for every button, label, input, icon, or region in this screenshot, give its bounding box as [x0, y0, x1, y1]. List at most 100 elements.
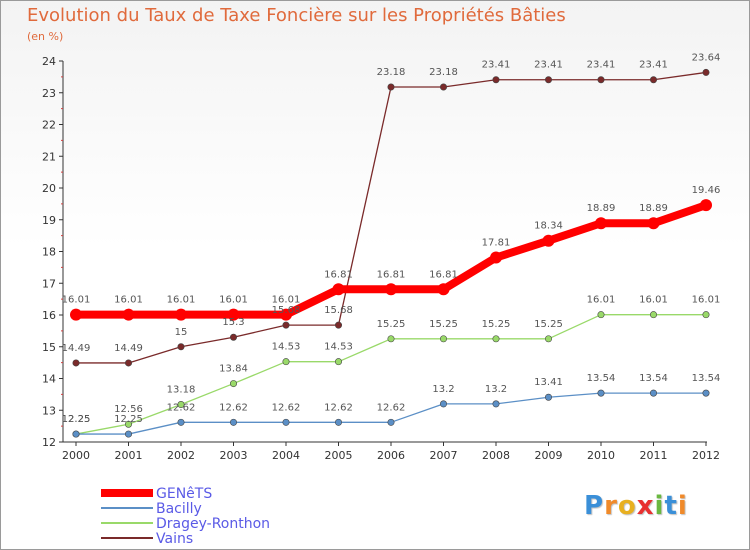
data-label: 16.01 [219, 295, 248, 306]
data-label: 16.01 [114, 295, 143, 306]
data-point [387, 83, 395, 91]
x-tick-label: 2004 [272, 449, 300, 462]
series-line-1 [76, 392, 706, 435]
data-point [597, 389, 605, 397]
y-tick-label: 17 [42, 277, 56, 290]
data-label: 15.25 [377, 319, 406, 330]
data-label: 12.62 [219, 402, 248, 413]
data-point [72, 359, 80, 367]
x-tick-label: 2003 [220, 449, 248, 462]
logo-letter: t [664, 491, 678, 521]
data-point [334, 358, 342, 366]
x-tick-label: 2007 [430, 449, 458, 462]
data-label: 12.25 [114, 414, 143, 425]
data-point [122, 308, 135, 321]
data-point [334, 418, 342, 426]
x-tick-label: 2012 [692, 449, 720, 462]
y-tick-label: 18 [42, 246, 56, 259]
data-point [492, 76, 500, 84]
logo-letter: x [636, 491, 655, 521]
data-label: 12.62 [272, 402, 301, 413]
data-point [544, 76, 552, 84]
data-label: 15.25 [429, 319, 458, 330]
x-tick-label: 2006 [377, 449, 405, 462]
data-label: 19.46 [692, 185, 721, 196]
data-label: 15 [175, 327, 188, 338]
data-point [647, 217, 660, 230]
data-label: 13.18 [167, 385, 196, 396]
chart-title: Evolution du Taux de Taxe Foncière sur l… [27, 5, 566, 26]
data-label: 13.41 [534, 377, 563, 388]
y-tick-label: 15 [42, 341, 56, 354]
data-point [649, 311, 657, 319]
data-point [595, 217, 607, 230]
data-label: 23.64 [692, 52, 721, 63]
data-label: 14.49 [62, 343, 91, 354]
data-point [282, 358, 290, 366]
data-label: 12.62 [167, 402, 196, 413]
data-point [70, 308, 82, 321]
logo-letter: i [677, 491, 688, 521]
data-label: 18.89 [639, 203, 668, 214]
data-point [387, 418, 395, 426]
data-point [649, 389, 657, 397]
x-tick-label: 2008 [482, 449, 510, 462]
data-point [177, 401, 185, 409]
data-point [702, 68, 710, 76]
data-point [72, 430, 80, 438]
data-point [492, 335, 500, 343]
data-point [439, 400, 447, 408]
data-point [125, 430, 133, 438]
data-label: 14.53 [272, 342, 301, 353]
data-point [544, 335, 552, 343]
data-point [544, 393, 552, 401]
data-label: 16.01 [272, 295, 301, 306]
x-tick-label: 2000 [62, 449, 90, 462]
logo-letter: i [654, 491, 665, 521]
logo-letter: P [584, 491, 605, 521]
data-label: 16.01 [62, 295, 91, 306]
x-tick-label: 2011 [640, 449, 668, 462]
data-label: 16.01 [167, 295, 196, 306]
logo-letter: r [604, 491, 618, 521]
legend-label: Vains [156, 531, 193, 547]
data-label: 15.68 [272, 305, 301, 316]
data-point [702, 389, 710, 397]
data-point [175, 308, 187, 321]
x-tick-label: 2005 [325, 449, 353, 462]
data-point [227, 308, 240, 321]
data-label: 15.3 [222, 317, 244, 328]
y-tick-label: 23 [42, 87, 56, 100]
data-point [597, 311, 605, 319]
legend-label: Dragey-Ronthon [156, 516, 270, 532]
data-label: 13.2 [485, 384, 507, 395]
data-label: 18.89 [587, 203, 616, 214]
data-point [177, 343, 185, 351]
data-label: 13.54 [587, 373, 616, 384]
data-label: 16.01 [587, 295, 616, 306]
data-label: 13.2 [432, 384, 454, 395]
logo-letter: o [617, 491, 637, 521]
data-label: 12.56 [114, 404, 143, 415]
data-point [334, 321, 342, 329]
data-point [597, 76, 605, 84]
x-tick-label: 2001 [115, 449, 143, 462]
data-label: 23.41 [639, 60, 668, 71]
y-tick-label: 16 [42, 309, 56, 322]
y-tick-label: 12 [42, 436, 56, 449]
data-label: 15.25 [482, 319, 511, 330]
unit-label: (en %) [27, 30, 64, 43]
data-label: 12.62 [377, 402, 406, 413]
data-point [177, 418, 185, 426]
legend-label: Bacilly [156, 501, 202, 517]
data-point [282, 418, 290, 426]
data-label: 16.01 [639, 295, 668, 306]
y-tick-label: 20 [42, 182, 56, 195]
data-point [332, 283, 345, 296]
y-tick-label: 24 [42, 55, 56, 68]
y-tick-label: 13 [42, 404, 56, 417]
data-label: 23.18 [429, 67, 458, 78]
data-label: 13.54 [639, 373, 668, 384]
data-label: 17.81 [482, 238, 511, 249]
